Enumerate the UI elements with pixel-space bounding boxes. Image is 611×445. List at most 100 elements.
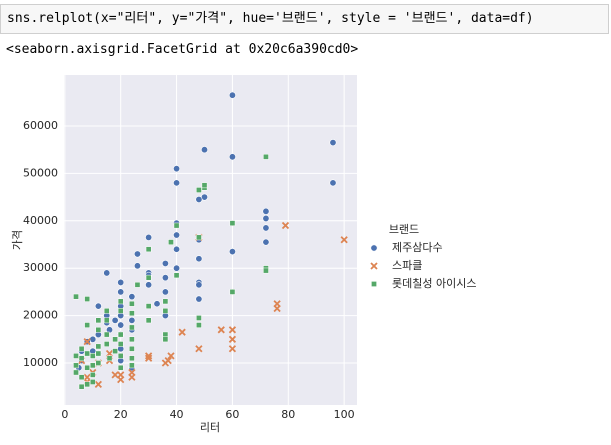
point bbox=[228, 91, 236, 99]
point bbox=[263, 153, 269, 160]
point bbox=[161, 259, 169, 267]
point bbox=[153, 300, 161, 308]
point bbox=[229, 220, 236, 227]
point bbox=[129, 355, 135, 362]
point bbox=[173, 231, 181, 239]
point bbox=[117, 331, 124, 338]
point bbox=[145, 246, 152, 253]
point bbox=[103, 331, 110, 338]
y-tick-label: 30000 bbox=[23, 261, 58, 274]
point bbox=[112, 348, 118, 355]
point bbox=[196, 187, 202, 193]
point bbox=[73, 362, 79, 369]
y-tick-label: 10000 bbox=[23, 356, 58, 369]
x-tick-label: 20 bbox=[114, 408, 128, 421]
point bbox=[173, 222, 180, 229]
point bbox=[117, 353, 124, 359]
point bbox=[273, 304, 281, 313]
legend-marker bbox=[371, 281, 377, 287]
point bbox=[161, 359, 170, 367]
point bbox=[162, 331, 169, 338]
point bbox=[195, 281, 203, 289]
point bbox=[84, 364, 91, 371]
point bbox=[144, 352, 153, 360]
point bbox=[162, 336, 169, 343]
point bbox=[94, 302, 102, 310]
point bbox=[73, 293, 79, 300]
x-tick-label: 80 bbox=[281, 408, 295, 421]
point bbox=[228, 335, 237, 343]
y-tick-label: 20000 bbox=[23, 309, 58, 322]
point bbox=[84, 322, 91, 328]
point bbox=[106, 355, 113, 362]
point bbox=[117, 364, 124, 371]
point bbox=[329, 179, 337, 187]
point bbox=[145, 274, 152, 281]
point bbox=[129, 362, 135, 369]
point bbox=[83, 338, 91, 346]
point bbox=[281, 221, 290, 230]
point bbox=[89, 372, 96, 378]
point bbox=[173, 245, 181, 253]
point bbox=[173, 272, 180, 279]
point bbox=[145, 233, 153, 241]
point bbox=[262, 224, 270, 232]
legend-label: 롯데칠성 아이시스 bbox=[392, 277, 476, 290]
point bbox=[161, 288, 169, 296]
point bbox=[262, 214, 270, 222]
legend-marker bbox=[370, 244, 378, 252]
point bbox=[111, 316, 119, 324]
point bbox=[89, 379, 96, 385]
point bbox=[229, 289, 236, 295]
point bbox=[117, 375, 125, 384]
point bbox=[173, 179, 181, 187]
x-tick-label: 100 bbox=[334, 408, 355, 421]
point bbox=[128, 316, 136, 324]
point bbox=[133, 262, 141, 270]
point bbox=[129, 300, 135, 307]
point bbox=[167, 352, 175, 360]
point bbox=[89, 362, 96, 369]
point bbox=[112, 336, 118, 343]
point bbox=[117, 298, 124, 305]
point bbox=[262, 238, 270, 246]
point bbox=[228, 248, 236, 256]
point bbox=[117, 308, 124, 314]
x-tick-label: 60 bbox=[225, 408, 239, 421]
point bbox=[200, 146, 208, 154]
point bbox=[84, 296, 91, 302]
point bbox=[95, 343, 102, 350]
x-tick-label: 0 bbox=[61, 408, 68, 421]
point bbox=[196, 322, 202, 328]
point bbox=[195, 195, 203, 203]
point bbox=[129, 310, 135, 317]
y-tick-label: 50000 bbox=[23, 166, 58, 179]
point bbox=[161, 274, 169, 282]
legend-label: 제주삼다수 bbox=[392, 241, 443, 254]
point bbox=[78, 383, 85, 390]
point bbox=[201, 182, 208, 189]
point bbox=[129, 336, 135, 343]
point bbox=[329, 139, 337, 147]
y-tick-label: 40000 bbox=[23, 214, 58, 227]
output-text: <seaborn.axisgrid.FacetGrid at 0x20c6a39… bbox=[6, 42, 359, 57]
point bbox=[84, 381, 91, 388]
point bbox=[103, 308, 110, 314]
point bbox=[145, 317, 152, 324]
point bbox=[262, 207, 270, 215]
point bbox=[144, 354, 153, 362]
point bbox=[196, 315, 202, 321]
code-cell[interactable]: sns.relplot(x="리터", y="가격", hue='브랜드', s… bbox=[0, 4, 609, 34]
point bbox=[73, 353, 79, 359]
x-tick-label: 40 bbox=[170, 408, 184, 421]
point bbox=[162, 298, 169, 305]
point bbox=[128, 373, 136, 381]
point bbox=[195, 255, 203, 263]
point bbox=[195, 295, 203, 303]
point bbox=[78, 355, 85, 362]
y-axis-label: 가격 bbox=[11, 230, 24, 250]
point bbox=[228, 153, 236, 161]
point bbox=[178, 328, 186, 336]
